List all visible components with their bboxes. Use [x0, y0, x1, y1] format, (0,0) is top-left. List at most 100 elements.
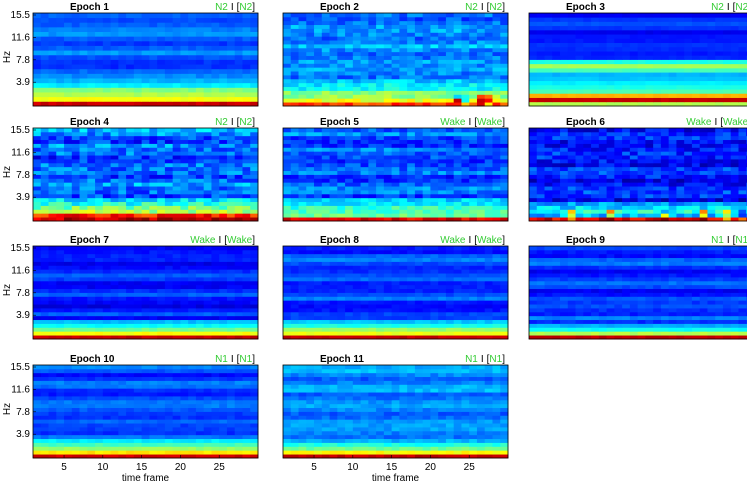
- heatmap-cell: [172, 45, 181, 51]
- heatmap-cell: [567, 178, 576, 183]
- heatmap-cell: [48, 205, 57, 210]
- heatmap-cell: [242, 22, 251, 28]
- heatmap-cell: [250, 162, 259, 168]
- heatmap-cell: [149, 54, 158, 60]
- heatmap-cell: [242, 155, 251, 160]
- heatmap-cell: [560, 166, 569, 172]
- heatmap-cell: [64, 186, 73, 191]
- heatmap-cell: [629, 128, 639, 133]
- heatmap-cell: [172, 288, 181, 293]
- heatmap-cell: [157, 178, 166, 183]
- heatmap-cell: [226, 26, 236, 32]
- heatmap-cell: [407, 315, 416, 321]
- heatmap-cell: [102, 205, 111, 210]
- heatmap-cell: [684, 89, 693, 94]
- heatmap-cell: [583, 186, 592, 191]
- heatmap-cell: [738, 205, 747, 210]
- heatmap-cell: [71, 151, 80, 156]
- heatmap-cell: [583, 217, 592, 222]
- heatmap-cell: [211, 135, 220, 141]
- heatmap-cell: [219, 201, 228, 206]
- heatmap-cell: [453, 311, 462, 317]
- heatmap-cell: [141, 50, 150, 56]
- heatmap-cell: [211, 253, 220, 259]
- heatmap-cell: [33, 201, 42, 206]
- heatmap-cell: [242, 186, 251, 191]
- heatmap-cell: [226, 170, 236, 175]
- heatmap-cell: [157, 261, 166, 266]
- heatmap-cell: [653, 51, 662, 56]
- heatmap-cell: [250, 128, 259, 133]
- heatmap-cell: [337, 40, 346, 45]
- heatmap-cell: [157, 96, 166, 102]
- heatmap-cell: [560, 201, 569, 206]
- heatmap-cell: [110, 68, 119, 74]
- heatmap-cell: [567, 29, 576, 35]
- heatmap-cell: [33, 17, 42, 23]
- heatmap-cell: [329, 190, 338, 195]
- heatmap-cell: [567, 190, 576, 195]
- heatmap-cell: [445, 335, 455, 340]
- heatmap-cell: [164, 182, 174, 187]
- heatmap-cell: [407, 16, 416, 22]
- heatmap-cell: [422, 217, 431, 222]
- heatmap-cell: [368, 182, 377, 187]
- heatmap-cell: [157, 64, 166, 70]
- heatmap-cell: [445, 178, 455, 183]
- heatmap-cell: [500, 135, 509, 141]
- heatmap-cell: [211, 292, 220, 297]
- heatmap-cell: [500, 55, 509, 60]
- heatmap-cell: [157, 269, 166, 274]
- heatmap-cell: [684, 76, 693, 82]
- heatmap-cell: [560, 13, 569, 18]
- heatmap-cell: [368, 28, 377, 33]
- heatmap-cell: [337, 205, 346, 210]
- heatmap-cell: [149, 335, 158, 340]
- heatmap-cell: [157, 155, 166, 160]
- heatmap-cell: [461, 32, 470, 37]
- heatmap-cell: [536, 84, 545, 90]
- heatmap-cell: [684, 25, 693, 31]
- heatmap-cell: [219, 143, 228, 148]
- heatmap-cell: [552, 80, 561, 86]
- heatmap-cell: [87, 257, 96, 262]
- heatmap-cell: [164, 323, 174, 328]
- heatmap-cell: [469, 28, 478, 33]
- heatmap-cell: [598, 182, 607, 187]
- heatmap-cell: [461, 28, 470, 33]
- heatmap-cell: [445, 67, 455, 72]
- heatmap-cell: [87, 82, 96, 88]
- heatmap-cell: [469, 86, 478, 91]
- heatmap-cell: [118, 300, 127, 305]
- heatmap-cell: [102, 147, 111, 152]
- heatmap-cell: [376, 182, 385, 187]
- heatmap-cell: [242, 269, 251, 274]
- heatmap-cell: [560, 217, 569, 222]
- heatmap-cell: [660, 143, 670, 148]
- heatmap-cell: [368, 205, 377, 210]
- heatmap-cell: [438, 82, 447, 88]
- heatmap-cell: [164, 277, 174, 282]
- heatmap-cell: [219, 273, 228, 278]
- heatmap-cell: [453, 135, 462, 141]
- heatmap-cell: [314, 170, 323, 175]
- heatmap-cell: [484, 90, 493, 95]
- heatmap-cell: [445, 55, 455, 60]
- heatmap-cell: [583, 13, 592, 18]
- heatmap-cell: [606, 205, 615, 210]
- stage-true: Wake: [723, 117, 747, 128]
- heatmap-cell: [469, 20, 478, 26]
- heatmap-cell: [368, 193, 377, 199]
- heatmap-cell: [172, 101, 181, 107]
- heatmap-cell: [461, 315, 470, 321]
- heatmap-cell: [407, 55, 416, 60]
- heatmap-cell: [172, 166, 181, 172]
- heatmap-cell: [102, 265, 111, 270]
- heatmap-cell: [126, 319, 135, 324]
- heatmap-cell: [234, 151, 243, 156]
- heatmap-cell: [79, 22, 88, 28]
- heatmap-cell: [141, 292, 150, 297]
- heatmap-cell: [422, 32, 431, 37]
- heatmap-cell: [536, 174, 545, 179]
- heatmap-cell: [290, 217, 299, 222]
